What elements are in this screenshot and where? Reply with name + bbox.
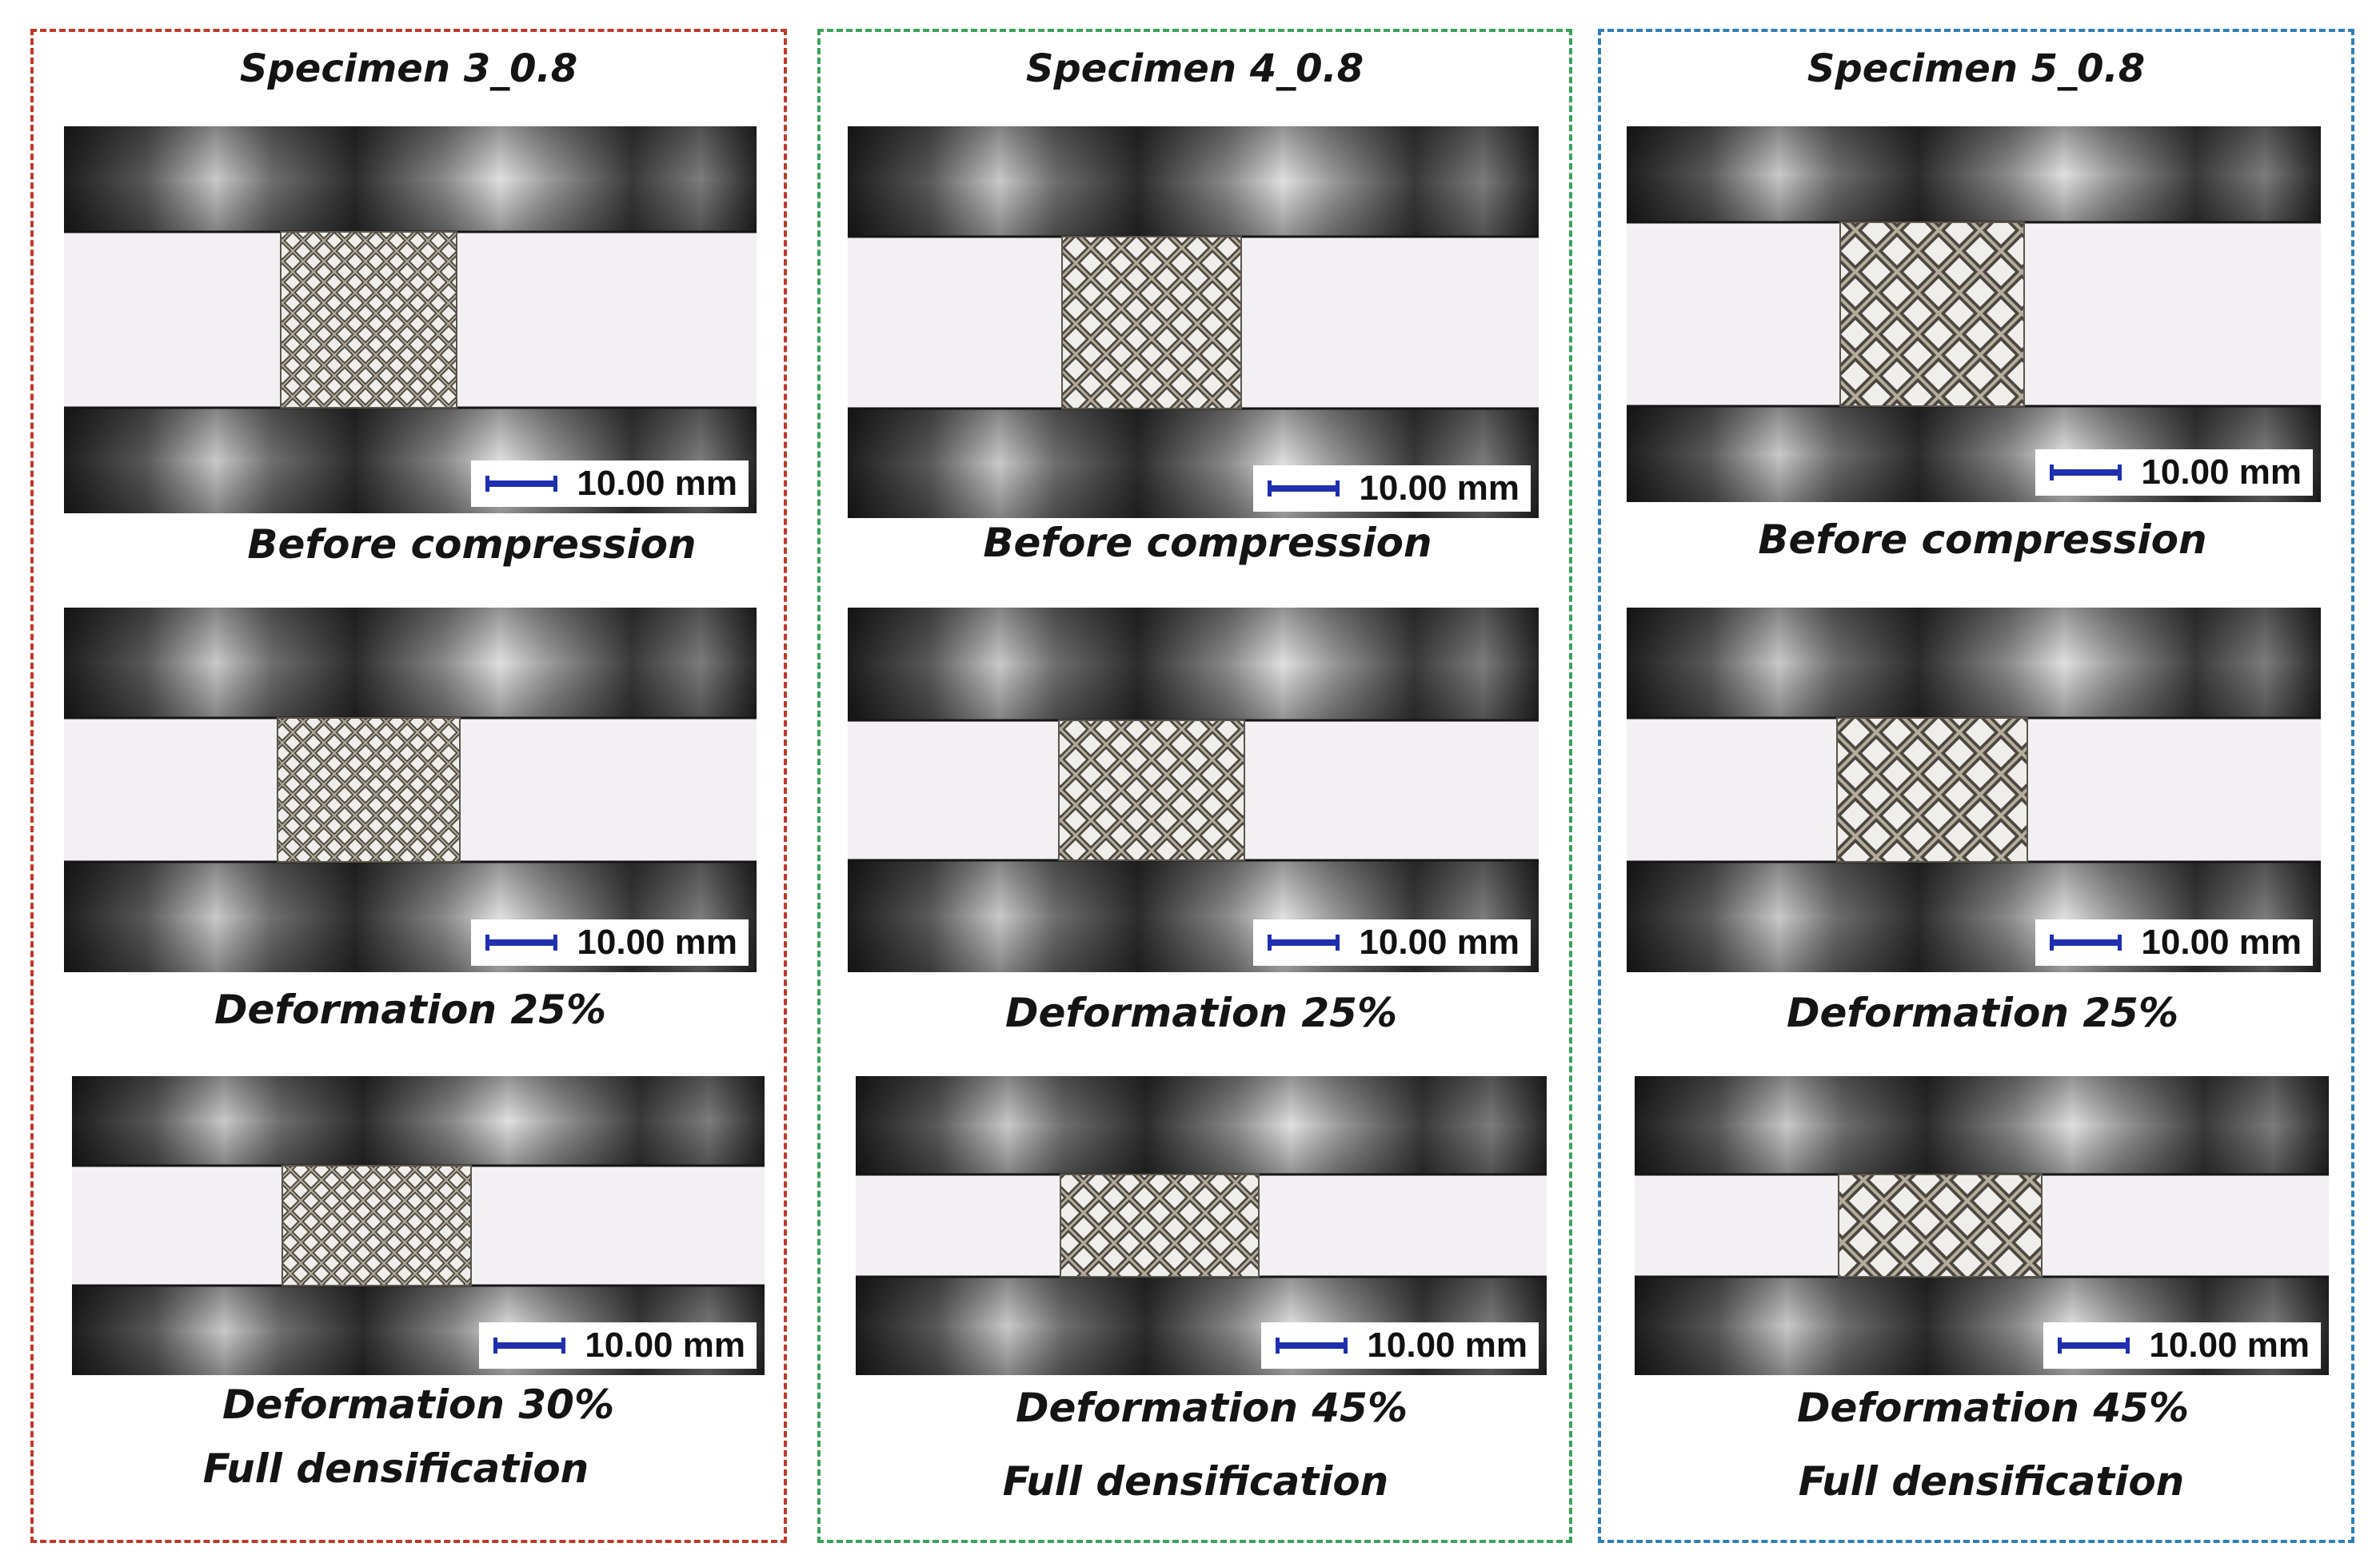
caption-specimen-3-before: Before compression [247,521,697,568]
scale-bar: 10.00 mm [471,919,749,966]
caption-specimen-4-final-line1: Deformation 45% [1015,1385,1408,1431]
scale-bar-icon [493,1338,566,1354]
specimen-3-frame [30,29,787,1543]
scale-bar-label: 10.00 mm [1367,1326,1527,1365]
caption-specimen-4-before: Before compression [983,520,1432,566]
specimen-photo-drawing [848,126,1539,518]
scale-bar-label: 10.00 mm [2141,923,2302,962]
scale-bar: 10.00 mm [2035,919,2313,966]
lattice-specimen [282,1165,472,1286]
scale-bar-label: 10.00 mm [1359,469,1519,508]
specimen-4-frame [817,29,1572,1543]
scale-bar: 10.00 mm [471,461,749,507]
photo-specimen-3-def25: 10.00 mm [64,608,757,972]
specimen-photo-drawing [64,608,757,972]
specimen-photo-drawing [1627,608,2321,972]
scale-bar-icon [1268,480,1340,496]
scale-bar: 10.00 mm [1261,1322,1539,1369]
photo-specimen-5-def25: 10.00 mm [1627,608,2321,972]
specimen-5-title: Specimen 5_0.8 [1807,46,2146,91]
lattice-specimen [1061,236,1242,409]
lattice-specimen [1058,720,1245,861]
photo-specimen-4-before: 10.00 mm [848,126,1539,518]
scale-bar-icon [1276,1338,1348,1354]
photo-specimen-5-def45: 10.00 mm [1635,1076,2329,1375]
scale-bar-icon [2058,1338,2130,1354]
photo-specimen-5-before: 10.00 mm [1627,126,2321,502]
specimen-photo-drawing [64,126,757,513]
lattice-specimen [1060,1174,1260,1278]
caption-specimen-3-def25: Deformation 25% [214,987,607,1033]
specimen-3-title: Specimen 3_0.8 [239,46,578,91]
lattice-specimen [1838,1174,2043,1278]
scale-bar-icon [1268,935,1340,951]
specimen-photo-drawing [1627,126,2321,502]
caption-specimen-5-final-line1: Deformation 45% [1796,1385,2190,1431]
scale-bar-icon [2050,935,2122,951]
scale-bar-icon [485,476,558,492]
scale-bar: 10.00 mm [1253,919,1531,966]
photo-specimen-3-def30: 10.00 mm [72,1076,765,1375]
lattice-specimen [277,717,461,863]
scale-bar: 10.00 mm [479,1322,757,1369]
specimen-4-title: Specimen 4_0.8 [1025,46,1364,91]
caption-specimen-3-final-line2: Full densification [202,1445,589,1492]
caption-specimen-5-before: Before compression [1758,516,2207,563]
scale-bar-label: 10.00 mm [2149,1326,2310,1365]
caption-specimen-4-def25: Deformation 25% [1004,990,1398,1036]
scale-bar-label: 10.00 mm [2141,453,2302,492]
lattice-specimen [1839,221,2025,407]
scale-bar-icon [2050,465,2122,480]
photo-specimen-3-before: 10.00 mm [64,126,757,513]
scale-bar-label: 10.00 mm [1359,923,1519,962]
caption-specimen-3-final-line1: Deformation 30% [222,1382,615,1428]
lattice-specimen [280,231,457,409]
scale-bar: 10.00 mm [2043,1322,2321,1369]
caption-specimen-5-def25: Deformation 25% [1786,990,2179,1036]
specimen-photo-drawing [848,608,1539,972]
scale-bar: 10.00 mm [2035,449,2313,496]
scale-bar-label: 10.00 mm [577,923,737,962]
caption-specimen-4-final-line2: Full densification [1002,1458,1389,1505]
caption-specimen-5-final-line2: Full densification [1798,1458,2185,1505]
scale-bar: 10.00 mm [1253,465,1531,512]
photo-specimen-4-def45: 10.00 mm [856,1076,1547,1375]
scale-bar-label: 10.00 mm [585,1326,745,1365]
lattice-specimen [1836,717,2028,863]
photo-specimen-4-def25: 10.00 mm [848,608,1539,972]
scale-bar-icon [485,935,558,951]
specimen-5-frame [1598,29,2354,1543]
scale-bar-label: 10.00 mm [577,464,737,503]
